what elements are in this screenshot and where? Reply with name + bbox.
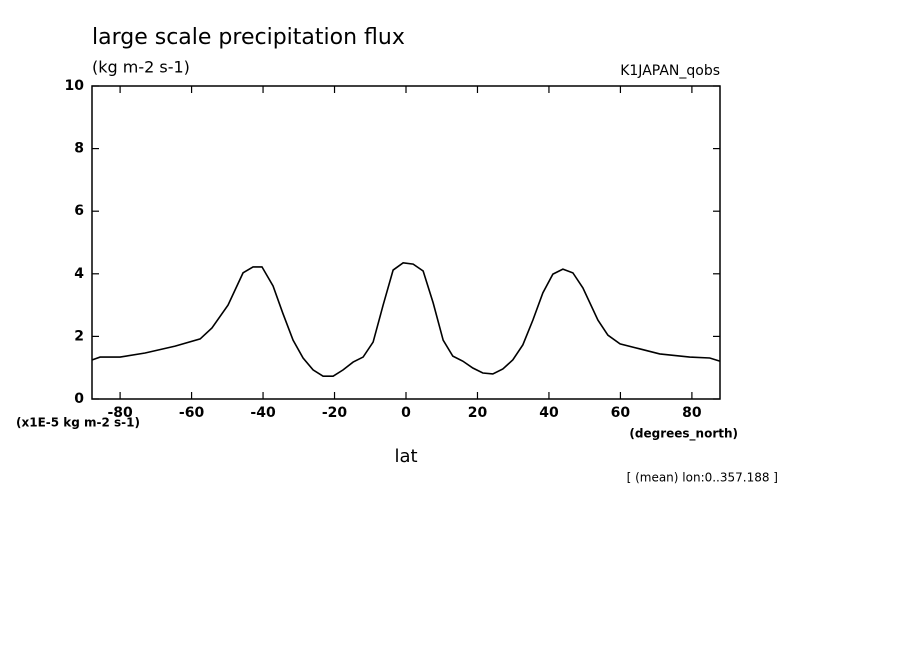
x-tick-label: 60 (611, 405, 631, 421)
x-tick-label: -20 (322, 405, 348, 421)
y-tick-label: 8 (74, 141, 84, 157)
x-tick-label: -80 (107, 405, 133, 421)
x-axis-label: lat (394, 446, 417, 467)
y-tick-label: 2 (74, 328, 84, 344)
y-tick-label: 4 (74, 266, 84, 282)
chart-title: large scale precipitation flux (92, 25, 405, 50)
note: [ (mean) lon:0..357.188 ] (627, 471, 778, 485)
plot-frame (91, 85, 721, 400)
y-tick-label: 6 (74, 203, 84, 219)
data-line (91, 262, 721, 377)
y-unit: (x1E-5 kg m-2 s-1) (16, 416, 140, 430)
x-unit: (degrees_north) (629, 427, 738, 442)
x-tick-label: 20 (468, 405, 488, 421)
x-tick-label: -60 (179, 405, 205, 421)
y-tick-label: 0 (74, 391, 84, 407)
dataset-label: K1JAPAN_qobs (620, 63, 720, 79)
y-tick-label: 10 (65, 78, 85, 94)
x-tick-label: 80 (682, 405, 702, 421)
x-tick-label: 40 (539, 405, 559, 421)
chart-subtitle: (kg m-2 s-1) (92, 58, 190, 77)
x-tick-label: 0 (401, 405, 411, 421)
x-tick-label: -40 (250, 405, 276, 421)
